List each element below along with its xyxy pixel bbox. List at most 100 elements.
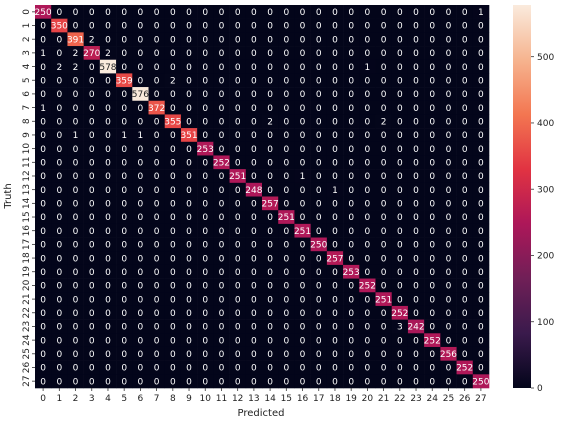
heatmap-cell (51, 333, 68, 348)
cell-value-label: 0 (429, 145, 435, 155)
heatmap-cell (245, 5, 263, 19)
cell-value-label: 0 (251, 336, 257, 346)
heatmap-cell (51, 237, 68, 252)
cell-value-label: 0 (462, 8, 468, 18)
heatmap-cell (456, 292, 474, 307)
cell-value-label: 0 (138, 104, 144, 114)
heatmap-cell (197, 360, 214, 375)
cell-value-label: 0 (413, 76, 419, 86)
cell-value-label: 372 (148, 104, 165, 114)
heatmap-cell (456, 5, 474, 19)
heatmap-cell (213, 374, 230, 389)
heatmap-cell (197, 46, 214, 61)
heatmap-cell (472, 59, 490, 74)
heatmap-cell (294, 73, 311, 88)
x-tick-label: 8 (170, 394, 176, 404)
heatmap-cell (456, 155, 474, 170)
cell-value-label: 0 (219, 377, 225, 387)
heatmap-cell (245, 141, 263, 156)
heatmap-cell (359, 360, 376, 375)
cell-value-label: 0 (348, 309, 354, 319)
x-tick-label: 16 (297, 394, 309, 404)
cell-value-label: 0 (462, 159, 468, 169)
heatmap-cell (197, 333, 214, 348)
heatmap-cell (440, 73, 457, 88)
cell-value-label: 0 (365, 309, 371, 319)
colorbar-tick-label: 100 (537, 318, 554, 328)
heatmap-cell (164, 59, 182, 74)
cell-value-label: 0 (202, 90, 208, 100)
heatmap-cell (472, 251, 490, 266)
heatmap-cell (424, 374, 441, 389)
heatmap-cell (99, 46, 117, 61)
heatmap-cell (359, 196, 376, 211)
cell-value-label: 0 (381, 254, 387, 264)
cell-value-label: 0 (154, 350, 160, 360)
heatmap-cell (132, 346, 149, 361)
heatmap-cell (440, 278, 457, 293)
heatmap-cell (51, 319, 68, 334)
heatmap-cell (359, 18, 376, 33)
heatmap-cell (262, 169, 279, 184)
heatmap-cell (35, 46, 52, 61)
cell-value-label: 0 (73, 336, 79, 346)
heatmap-cell (310, 292, 328, 307)
cell-value-label: 0 (332, 172, 338, 182)
cell-value-label: 0 (446, 159, 452, 169)
heatmap-cell (35, 141, 52, 156)
heatmap-cell (407, 59, 425, 74)
cell-value-label: 0 (219, 76, 225, 86)
cell-value-label: 0 (40, 350, 46, 360)
cell-value-label: 0 (446, 227, 452, 237)
cell-value-label: 0 (429, 22, 435, 32)
heatmap-cell (148, 18, 166, 33)
heatmap-cell (197, 169, 214, 184)
heatmap-cell (343, 196, 360, 211)
heatmap-cell (262, 305, 279, 320)
cell-value-label: 0 (105, 364, 111, 374)
cell-value-label: 0 (138, 227, 144, 237)
cell-value-label: 0 (219, 350, 225, 360)
heatmap-cell (67, 210, 84, 225)
heatmap-cell (278, 100, 295, 115)
heatmap-cell (391, 346, 409, 361)
cell-value-label: 0 (429, 282, 435, 292)
heatmap-cell (213, 155, 230, 170)
cell-value-label: 0 (429, 254, 435, 264)
heatmap-cell (294, 100, 311, 115)
heatmap-cell (278, 210, 295, 225)
cell-value-label: 0 (73, 90, 79, 100)
cell-value-label: 0 (186, 323, 192, 333)
heatmap-cell (99, 278, 117, 293)
cell-value-label: 0 (429, 49, 435, 59)
y-tick-label: 3 (22, 50, 32, 56)
cell-value-label: 0 (429, 131, 435, 141)
heatmap-cell (132, 374, 149, 389)
cell-value-label: 0 (251, 309, 257, 319)
x-tick-label: 27 (475, 394, 486, 404)
heatmap-cell (180, 100, 198, 115)
heatmap-cell (424, 333, 441, 348)
cell-value-label: 0 (138, 309, 144, 319)
cell-value-label: 0 (348, 131, 354, 141)
heatmap-cell (245, 305, 263, 320)
cell-value-label: 0 (170, 8, 176, 18)
cell-value-label: 0 (381, 35, 387, 45)
heatmap-cell (391, 264, 409, 279)
heatmap-cell (116, 374, 133, 389)
cell-value-label: 0 (267, 227, 273, 237)
heatmap-cell (148, 278, 166, 293)
y-tick-label: 2 (22, 36, 32, 42)
cell-value-label: 0 (138, 377, 144, 387)
heatmap-cell (99, 292, 117, 307)
cell-value-label: 0 (235, 117, 241, 127)
heatmap-cell (164, 264, 182, 279)
heatmap-cell (132, 251, 149, 266)
heatmap-cell (440, 46, 457, 61)
cell-value-label: 253 (343, 268, 360, 278)
heatmap-cell (180, 128, 198, 143)
heatmap-cell (164, 360, 182, 375)
cell-value-label: 0 (121, 63, 127, 73)
heatmap-cell (132, 114, 149, 129)
cell-value-label: 0 (121, 295, 127, 305)
